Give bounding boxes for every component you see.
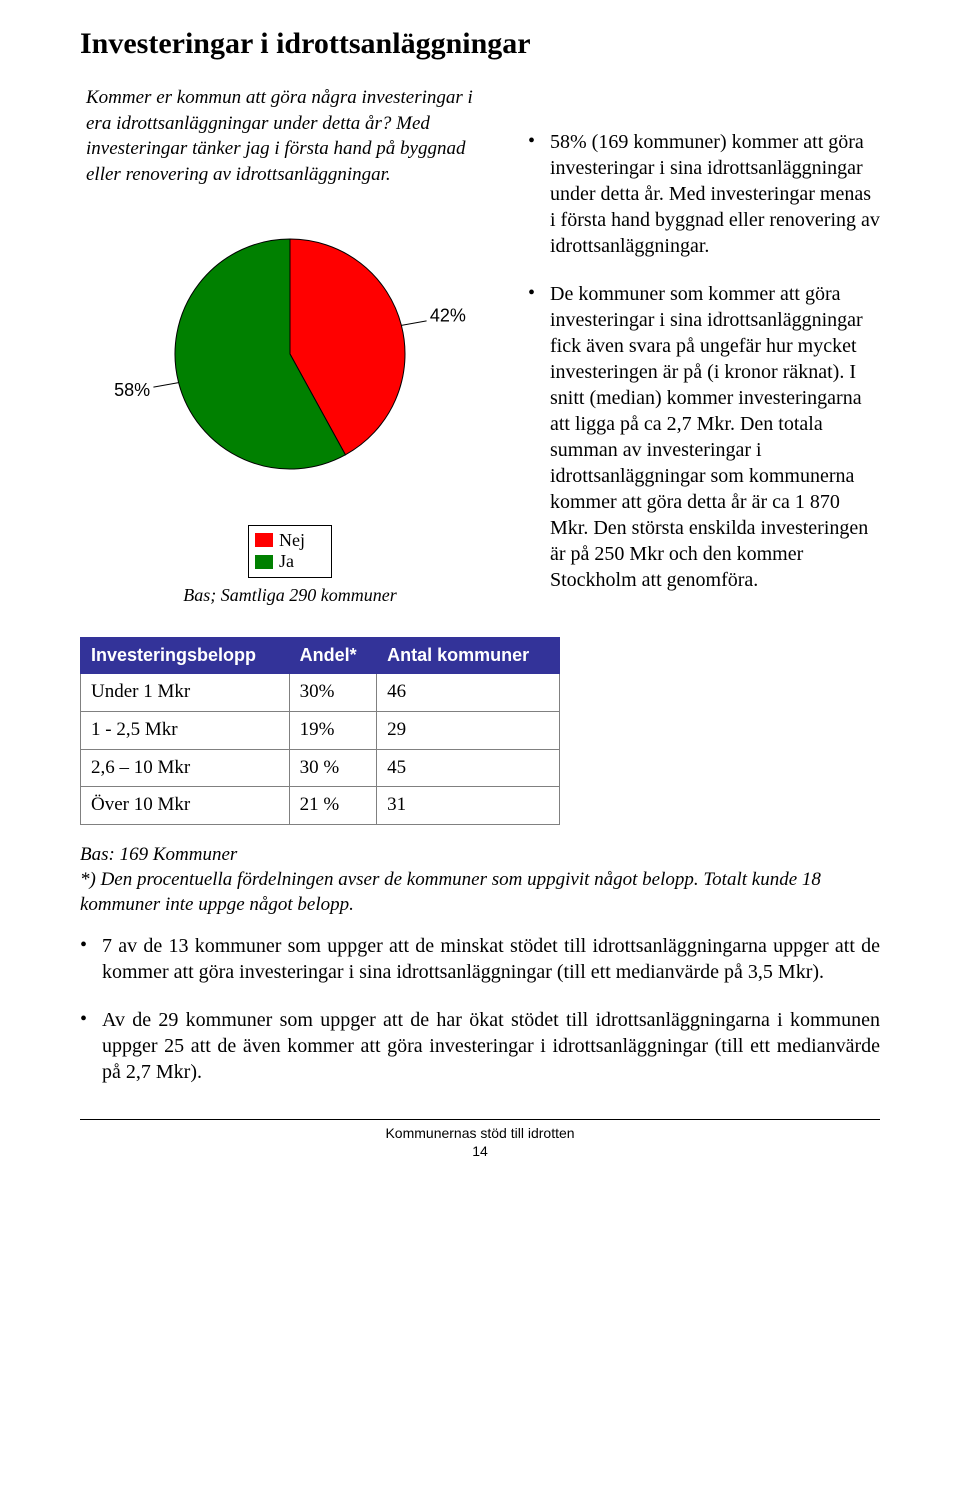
left-column: Kommer er kommun att göra några invester… [80,81,500,607]
page-footer: Kommunernas stöd till idrotten 14 [80,1119,880,1160]
table-cell: 19% [289,712,376,750]
pie-leader-line [153,382,178,386]
table-cell: Över 10 Mkr [81,787,290,825]
table-cell: 30% [289,674,376,712]
pie-leader-line [401,320,426,324]
pie-slice-label: 58% [114,379,150,399]
table-cell: 2,6 – 10 Mkr [81,749,290,787]
legend-label: Ja [279,551,294,573]
table-cell: 46 [377,674,560,712]
survey-question: Kommer er kommun att göra några invester… [80,81,500,192]
table-header-cell: Investeringsbelopp [81,638,290,674]
table-row: 1 - 2,5 Mkr19%29 [81,712,560,750]
bullet-item: De kommuner som kommer att göra invester… [528,281,880,593]
table-cell: 31 [377,787,560,825]
table-header-cell: Andel* [289,638,376,674]
bullet-item: Av de 29 kommuner som uppger att de har … [80,1007,880,1085]
pie-legend: NejJa [248,525,332,578]
table-row: 2,6 – 10 Mkr30 %45 [81,749,560,787]
pie-slice-label: 42% [430,305,466,325]
footer-page-number: 14 [80,1142,880,1160]
table-cell: 21 % [289,787,376,825]
pie-caption: Bas; Samtliga 290 kommuner [80,584,500,607]
table-row: Över 10 Mkr21 %31 [81,787,560,825]
page-title: Investeringar i idrottsanläggningar [80,24,880,63]
bullet-list-lower: 7 av de 13 kommuner som uppger att de mi… [80,933,880,1085]
footer-title: Kommunernas stöd till idrotten [80,1124,880,1142]
right-column: 58% (169 kommuner) kommer att göra inves… [528,81,880,615]
investment-table: InvesteringsbeloppAndel*Antal kommuner U… [80,637,560,825]
table-cell: Under 1 Mkr [81,674,290,712]
table-row: Under 1 Mkr30%46 [81,674,560,712]
pie-chart: 42% 58% NejJa Bas; Samtliga 290 kommuner [80,204,500,608]
legend-swatch [255,533,273,547]
bullet-item: 58% (169 kommuner) kommer att göra inves… [528,129,880,259]
bullet-item: 7 av de 13 kommuner som uppger att de mi… [80,933,880,985]
legend-label: Nej [279,530,305,552]
table-footnote: Bas: 169 Kommuner*) Den procentuella för… [80,843,880,917]
table-cell: 1 - 2,5 Mkr [81,712,290,750]
table-header-cell: Antal kommuner [377,638,560,674]
legend-item: Nej [255,530,325,552]
table-cell: 45 [377,749,560,787]
pie-chart-svg: 42% 58% [80,204,500,504]
table-cell: 29 [377,712,560,750]
legend-swatch [255,555,273,569]
bullet-list-right: 58% (169 kommuner) kommer att göra inves… [528,129,880,593]
legend-item: Ja [255,551,325,573]
table-cell: 30 % [289,749,376,787]
